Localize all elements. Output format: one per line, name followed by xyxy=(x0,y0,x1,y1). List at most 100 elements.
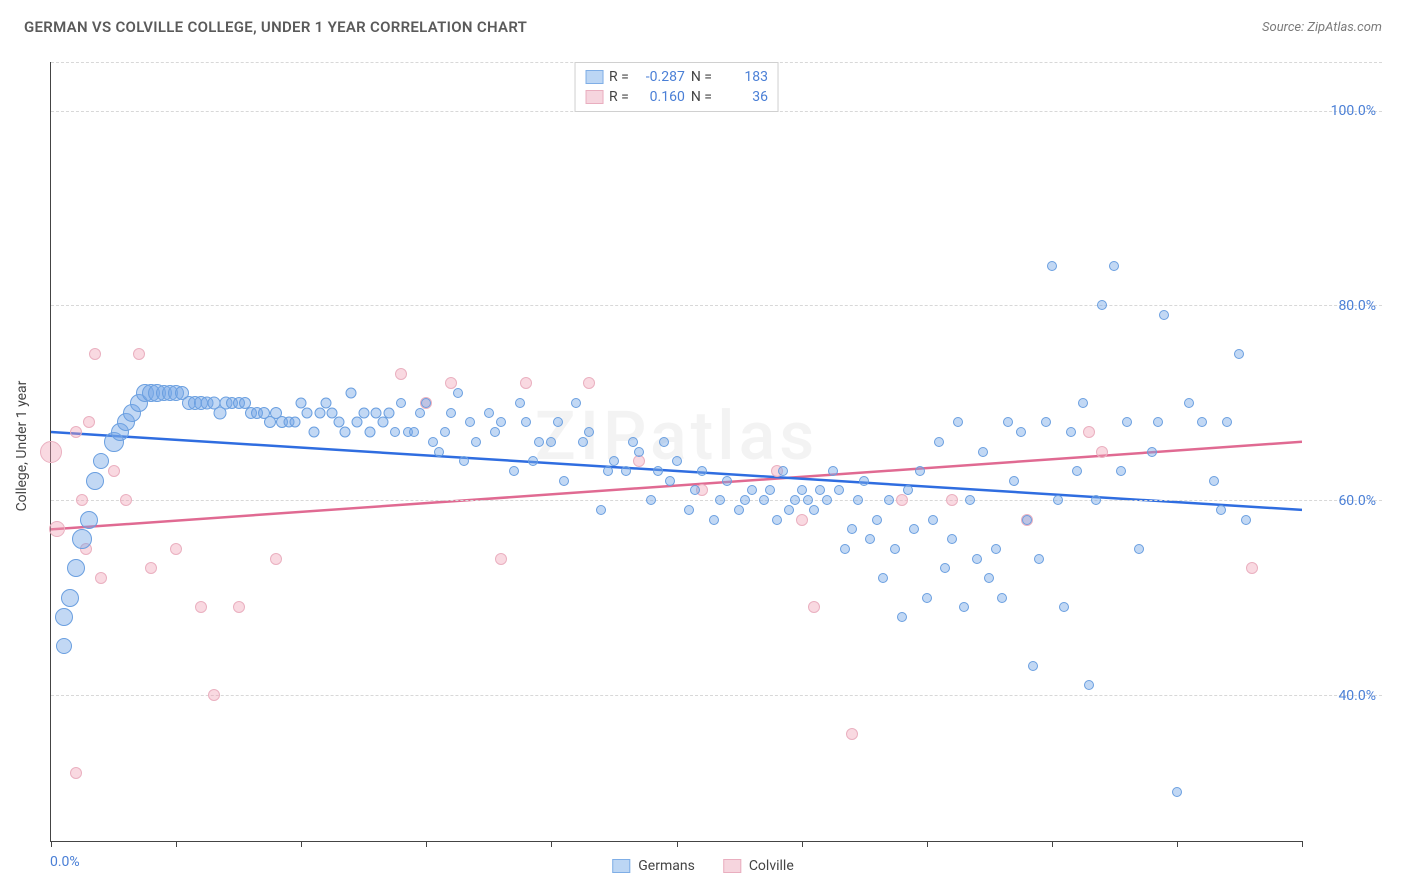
y-tick-label: 60.0% xyxy=(1338,493,1376,509)
germans-point xyxy=(947,534,957,544)
trendlines-svg xyxy=(51,62,1302,841)
germans-point xyxy=(1034,554,1044,564)
source-citation: Source: ZipAtlas.com xyxy=(1262,20,1382,35)
legend-row-colville: R = 0.160 N = 36 xyxy=(585,87,768,107)
germans-point xyxy=(459,456,469,466)
legend-n-label: N = xyxy=(691,89,712,105)
germans-point xyxy=(684,505,694,515)
germans-point xyxy=(1116,466,1126,476)
germans-point xyxy=(72,529,92,549)
germans-point xyxy=(521,417,531,427)
colville-point xyxy=(808,601,820,613)
germans-point xyxy=(559,476,569,486)
x-tick xyxy=(1052,841,1053,847)
germans-point xyxy=(897,612,907,622)
germans-point xyxy=(828,466,838,476)
colville-point xyxy=(145,562,157,574)
colville-point xyxy=(633,455,645,467)
germans-point xyxy=(1222,417,1232,427)
germans-point xyxy=(421,398,431,408)
germans-point xyxy=(1197,417,1207,427)
x-tick xyxy=(551,841,552,847)
colville-point xyxy=(70,767,82,779)
germans-point xyxy=(1066,427,1076,437)
germans-point xyxy=(734,505,744,515)
germans-point xyxy=(915,466,925,476)
x-tick xyxy=(176,841,177,847)
x-tick xyxy=(927,841,928,847)
germans-point xyxy=(553,417,563,427)
germans-point xyxy=(1184,398,1194,408)
germans-point xyxy=(978,447,988,457)
germans-point xyxy=(1084,680,1094,690)
chart-title: GERMAN VS COLVILLE COLLEGE, UNDER 1 YEAR… xyxy=(24,18,527,36)
x-tick xyxy=(802,841,803,847)
y-tick-label: 100.0% xyxy=(1331,103,1376,119)
germans-point xyxy=(740,495,750,505)
colville-point xyxy=(83,416,95,428)
colville-point xyxy=(170,543,182,555)
germans-point xyxy=(959,602,969,612)
germans-point xyxy=(365,427,376,438)
germans-point xyxy=(67,559,85,577)
legend-n-value: 183 xyxy=(720,69,768,85)
legend-n-value: 36 xyxy=(720,89,768,105)
germans-point xyxy=(1003,417,1013,427)
germans-point xyxy=(578,437,588,447)
series-legend: Germans Colville xyxy=(612,858,793,874)
germans-point xyxy=(646,495,656,505)
germans-point xyxy=(289,417,300,428)
colville-point xyxy=(70,426,82,438)
germans-point xyxy=(890,544,900,554)
germans-point xyxy=(859,476,869,486)
germans-point xyxy=(396,398,406,408)
plot-area: ZIPatlas R = -0.287 N = 183 R = 0.160 N … xyxy=(50,62,1302,842)
colville-point xyxy=(40,441,62,463)
gridline xyxy=(51,695,1382,696)
germans-point xyxy=(872,515,882,525)
germans-point xyxy=(840,544,850,554)
germans-point xyxy=(308,427,319,438)
germans-point xyxy=(903,485,913,495)
x-tick xyxy=(677,841,678,847)
legend-item-germans: Germans xyxy=(612,858,695,874)
x-tick xyxy=(51,841,52,847)
germans-point xyxy=(697,466,707,476)
colville-point xyxy=(208,689,220,701)
y-axis-label: College, Under 1 year xyxy=(14,381,30,512)
germans-point xyxy=(1216,505,1226,515)
germans-point xyxy=(997,593,1007,603)
germans-point xyxy=(80,511,98,529)
germans-point xyxy=(434,447,444,457)
germans-point xyxy=(1072,466,1082,476)
x-axis-min: 0.0% xyxy=(50,854,80,870)
colville-point xyxy=(395,368,407,380)
germans-point xyxy=(991,544,1001,554)
colville-point xyxy=(120,494,132,506)
germans-point xyxy=(1078,398,1088,408)
germans-point xyxy=(822,495,832,505)
germans-point xyxy=(1122,417,1132,427)
germans-point xyxy=(584,427,594,437)
colville-point xyxy=(520,377,532,389)
germans-point xyxy=(1053,495,1063,505)
colville-point xyxy=(495,553,507,565)
germans-point xyxy=(302,407,313,418)
colville-point xyxy=(946,494,958,506)
swatch-colville-icon xyxy=(585,90,603,104)
germans-point xyxy=(865,534,875,544)
colville-point xyxy=(108,465,120,477)
colville-point xyxy=(1096,446,1108,458)
colville-point xyxy=(76,494,88,506)
y-tick-label: 40.0% xyxy=(1338,688,1376,704)
germans-point xyxy=(409,427,419,437)
germans-point xyxy=(528,456,538,466)
germans-point xyxy=(609,456,619,466)
germans-point xyxy=(715,495,725,505)
germans-point xyxy=(1234,349,1244,359)
germans-point xyxy=(1047,261,1057,271)
germans-point xyxy=(1091,495,1101,505)
germans-point xyxy=(1159,310,1169,320)
germans-point xyxy=(484,408,494,418)
germans-point xyxy=(471,437,481,447)
